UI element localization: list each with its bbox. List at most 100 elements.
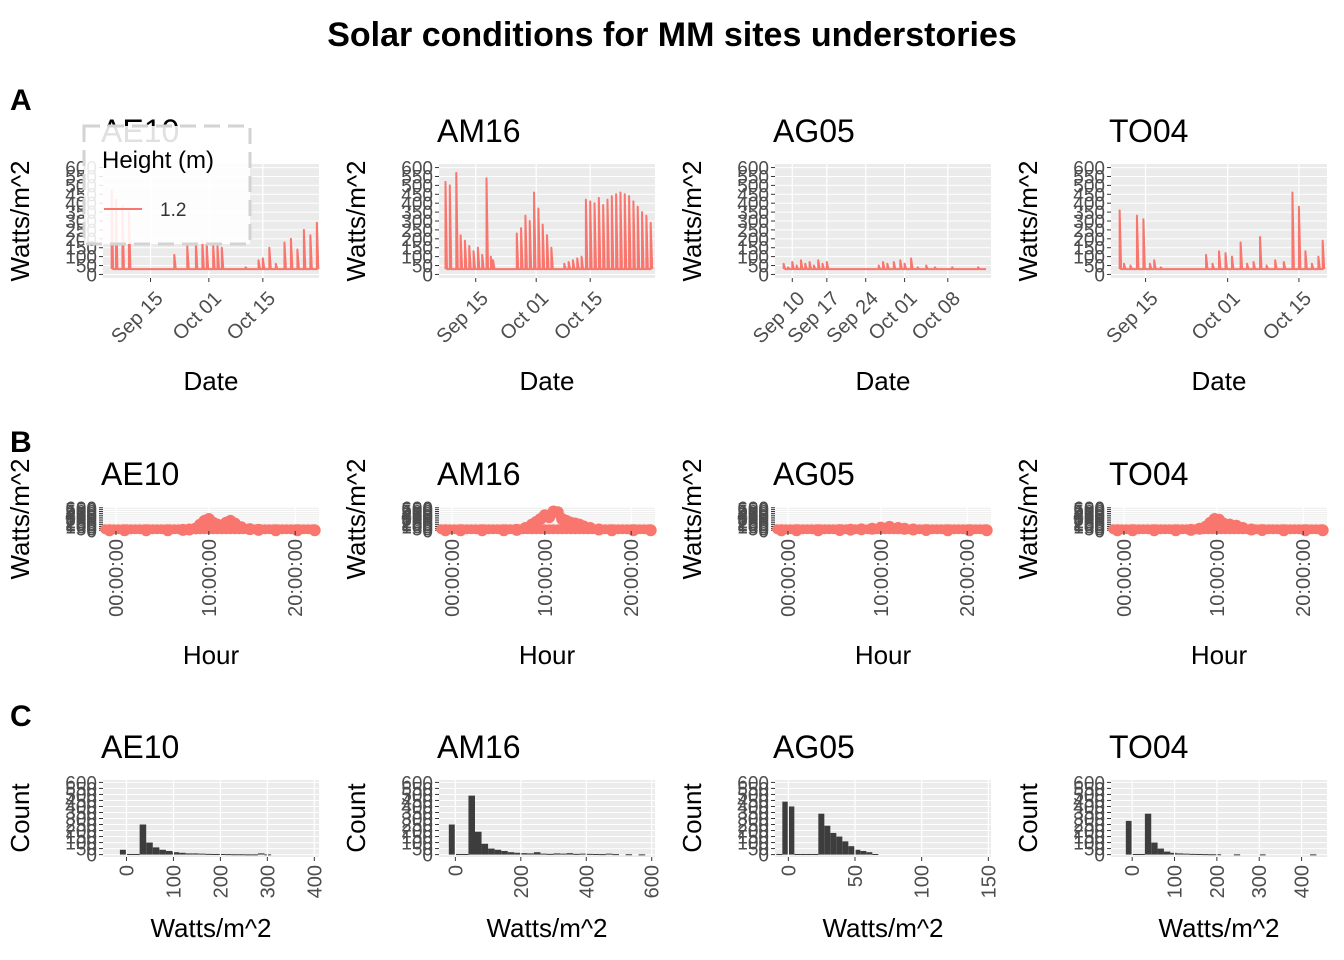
y-tick-label: 250 (401, 816, 433, 837)
histogram-bar (625, 854, 633, 856)
x-tick-label: 200 (511, 865, 533, 898)
y-tick-label: 200 (737, 230, 769, 251)
histogram-bar (507, 852, 515, 855)
x-tick-label: Sep 15 (107, 288, 167, 348)
y-axis-label: Count (1013, 783, 1043, 853)
series-line-1.2 (110, 189, 320, 271)
y-axis-label: Watts/m^2 (341, 160, 371, 281)
histogram-bar (475, 831, 482, 855)
y-tick-label: 350 (737, 203, 769, 224)
y-tick-label: 300 (1073, 212, 1105, 233)
histogram-bar (126, 853, 134, 855)
scatter-point (643, 524, 654, 535)
histogram-bar (599, 854, 606, 856)
y-axis-label: Watts/m^2 (1013, 160, 1043, 281)
row-tag-a: A (10, 84, 32, 117)
y-tick-label: 550 (1073, 779, 1105, 800)
y-tick-label: 150 (737, 516, 769, 537)
histogram-bar (119, 849, 127, 855)
histogram-bar (211, 853, 219, 855)
histogram-bar (172, 852, 180, 855)
y-tick-label: 350 (1073, 203, 1105, 224)
panel-title: AE10 (101, 729, 179, 765)
histogram-bar (1144, 813, 1152, 855)
y-tick-label: 0 (758, 846, 769, 867)
histogram-bar (468, 795, 475, 855)
y-tick-label: 400 (737, 797, 769, 818)
panel-title: AE10 (101, 456, 179, 492)
y-tick-label: 50 (748, 840, 769, 861)
x-tick-label: 20:00:00 (957, 539, 979, 617)
x-tick-label: Oct 08 (908, 288, 965, 345)
y-tick-label: 300 (401, 810, 433, 831)
histogram-bar (586, 853, 593, 855)
x-tick-label: 0 (778, 865, 800, 876)
histogram-bar (225, 854, 232, 856)
histogram-bar (794, 853, 801, 855)
y-tick-label: 500 (1073, 785, 1105, 806)
y-tick-label: 450 (1073, 791, 1105, 812)
x-tick-label: 400 (304, 865, 326, 898)
histogram-bar (782, 801, 789, 855)
y-tick-label: 550 (401, 167, 433, 188)
y-axis-label: Count (341, 783, 371, 853)
y-tick-label: 200 (65, 822, 97, 843)
histogram-bar (520, 853, 528, 855)
figure-title: Solar conditions for MM sites understori… (327, 16, 1017, 54)
x-tick-label: Sep 15 (432, 288, 492, 348)
histogram-bar (1208, 854, 1215, 856)
y-tick-label: 300 (1073, 810, 1105, 831)
histogram-bar (1183, 853, 1190, 855)
y-tick-label: 550 (737, 167, 769, 188)
x-tick-label: Oct 15 (550, 288, 607, 345)
y-tick-label: 350 (1073, 508, 1105, 529)
y-tick-label: 300 (1073, 510, 1105, 531)
y-tick-label: 200 (737, 822, 769, 843)
x-tick-label: 0 (116, 865, 138, 876)
x-axis-label: Date (184, 366, 239, 396)
histogram-bar (788, 806, 795, 855)
x-tick-label: Oct 15 (223, 288, 280, 345)
x-axis-label: Hour (519, 640, 576, 670)
histogram-bar (824, 825, 831, 855)
histogram-bar (812, 853, 819, 855)
y-tick-label: 400 (1073, 194, 1105, 215)
x-axis-label: Watts/m^2 (1158, 913, 1279, 943)
y-tick-label: 250 (1073, 816, 1105, 837)
histogram-bar (218, 853, 226, 855)
y-tick-label: 350 (401, 508, 433, 529)
x-tick-label: 400 (576, 865, 598, 898)
histogram-bar (159, 849, 166, 855)
legend-title: Height (m) (102, 147, 214, 174)
y-tick-label: 50 (1084, 257, 1105, 278)
y-tick-label: 250 (1073, 512, 1105, 533)
y-tick-label: 400 (65, 797, 97, 818)
x-tick-label: 10:00:00 (199, 539, 221, 617)
y-tick-label: 300 (401, 510, 433, 531)
y-tick-label: 450 (65, 504, 97, 525)
y-tick-label: 250 (737, 816, 769, 837)
y-tick-label: 50 (412, 257, 433, 278)
histogram-bar (872, 853, 879, 855)
y-tick-label: 0 (422, 265, 433, 286)
y-tick-label: 600 (1073, 499, 1105, 520)
y-tick-label: 500 (1073, 176, 1105, 197)
y-tick-label: 500 (401, 503, 433, 524)
y-tick-label: 0 (758, 521, 769, 542)
x-tick-label: 20:00:00 (1293, 539, 1315, 617)
y-tick-label: 0 (86, 846, 97, 867)
y-tick-label: 200 (401, 822, 433, 843)
y-axis-label: Watts/m^2 (1013, 458, 1043, 579)
histogram-bar (185, 853, 193, 855)
histogram-bar (139, 824, 147, 855)
x-axis-label: Date (856, 366, 911, 396)
y-tick-label: 150 (737, 239, 769, 260)
histogram-bar (842, 841, 849, 855)
y-tick-label: 300 (737, 212, 769, 233)
x-axis-label: Watts/m^2 (150, 913, 271, 943)
histogram-bar (553, 853, 561, 855)
y-tick-label: 50 (412, 519, 433, 540)
histogram-bar (488, 848, 495, 855)
y-tick-label: 150 (737, 828, 769, 849)
y-tick-label: 600 (737, 773, 769, 794)
